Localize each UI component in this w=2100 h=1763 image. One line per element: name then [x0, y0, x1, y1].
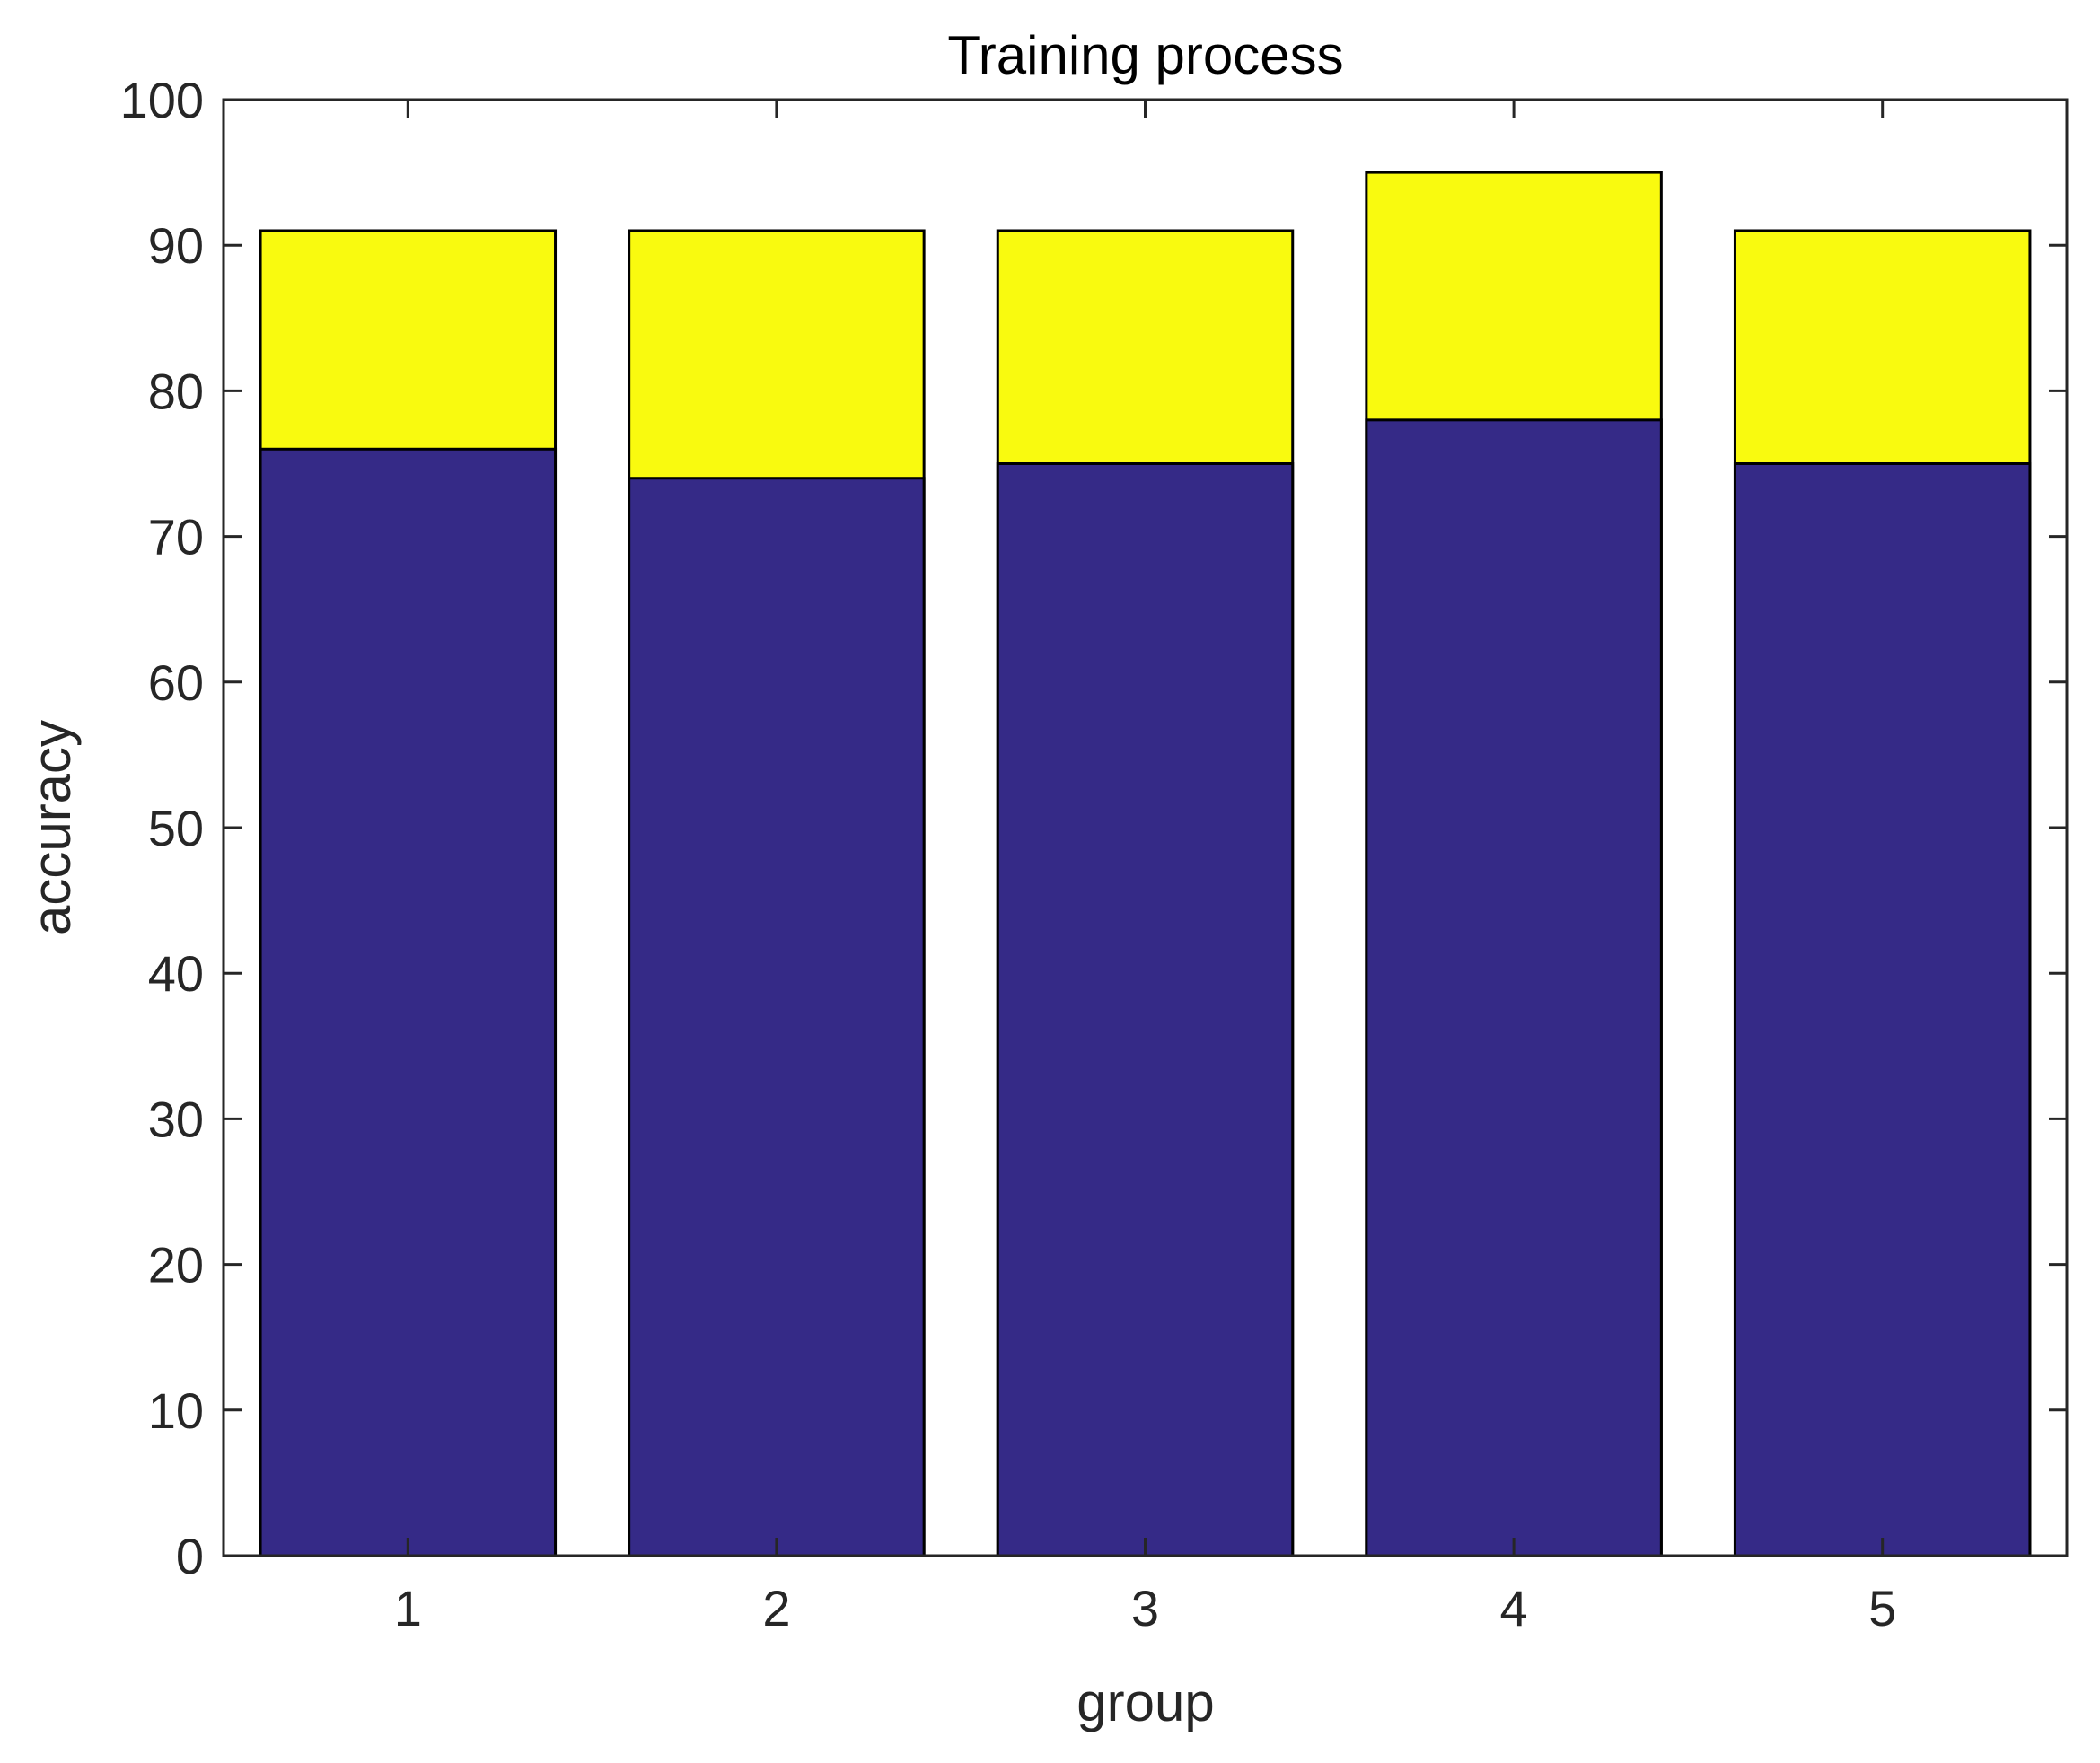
bar-series-2-group-4	[1365, 418, 1663, 1557]
y-tick-label-80: 80	[148, 363, 204, 419]
y-axis-label: accuracy	[22, 720, 82, 935]
y-tick-label-70: 70	[148, 509, 204, 566]
y-tick-label-0: 0	[176, 1528, 204, 1584]
x-tick-label-4: 4	[1500, 1580, 1528, 1636]
x-tick-label-5: 5	[1868, 1580, 1896, 1636]
x-tick-label-1: 1	[394, 1580, 422, 1636]
y-tick-label-50: 50	[148, 800, 204, 856]
y-tick-label-30: 30	[148, 1091, 204, 1147]
bars-group	[259, 171, 2032, 1557]
bar-series-2-group-5	[1733, 462, 2032, 1557]
bar-series-2-group-3	[996, 462, 1295, 1557]
chart-title: Training process	[947, 25, 1343, 85]
x-tick-label-3: 3	[1131, 1580, 1159, 1636]
ticks-group: 0 10 20 30 40 50 60 70 80 90 100 1 2 3 4 5	[120, 72, 2067, 1636]
y-tick-label-60: 60	[148, 654, 204, 711]
plot-frame	[222, 98, 2069, 1557]
y-tick-label-20: 20	[148, 1237, 204, 1294]
y-tick-label-40: 40	[148, 945, 204, 1002]
x-tick-label-2: 2	[762, 1580, 790, 1636]
y-tick-label-10: 10	[148, 1382, 204, 1439]
bar-series-2-group-2	[628, 477, 926, 1557]
y-tick-label-100: 100	[120, 72, 204, 128]
y-tick-label-90: 90	[148, 217, 204, 274]
x-axis-label: group	[1076, 1672, 1214, 1732]
bar-series-2-group-1	[259, 447, 558, 1557]
